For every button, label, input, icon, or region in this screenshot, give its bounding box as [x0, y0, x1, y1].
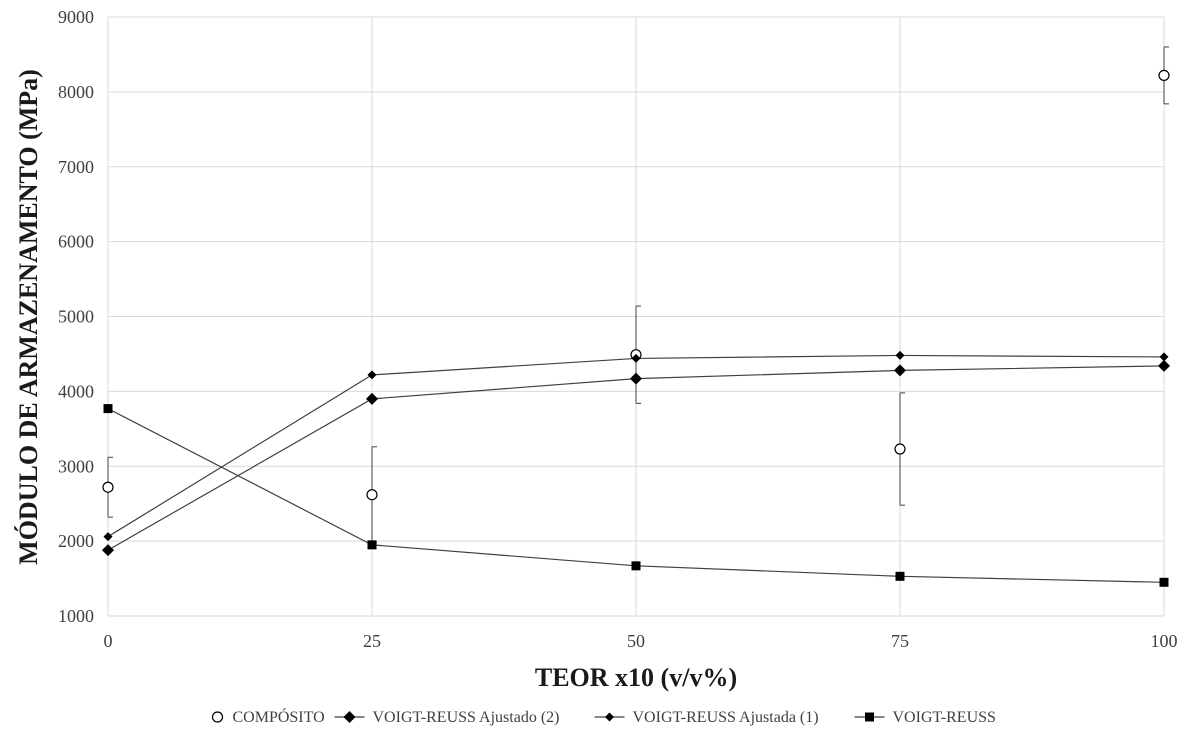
y-tick-label: 3000 [58, 456, 94, 476]
legend-label: VOIGT-REUSS Ajustado (2) [373, 709, 560, 726]
data-point [1158, 359, 1170, 372]
legend-item-3: VOIGT-REUSS [854, 709, 996, 726]
data-point [367, 540, 377, 550]
data-point [894, 364, 906, 377]
y-tick-label: 7000 [58, 157, 94, 177]
x-axis-title: TEOR x10 (v/v%) [535, 663, 737, 692]
data-point [631, 561, 641, 571]
data-point [366, 489, 378, 501]
legend-marker [605, 712, 614, 722]
data-point [366, 392, 378, 405]
series-3 [103, 404, 1169, 587]
series-1 [102, 359, 1170, 557]
data-point [630, 372, 642, 385]
legend-marker [343, 711, 356, 723]
legend: COMPÓSITO VOIGT-REUSS Ajustado (2) VOIGT-R… [211, 707, 996, 726]
legend-label: COMPÓSITO [233, 707, 325, 726]
data-point [102, 481, 114, 493]
data-point [1159, 352, 1169, 362]
legend-item-0: COMPÓSITO [211, 707, 325, 726]
legend-marker [865, 712, 874, 722]
x-tick-label: 50 [627, 631, 645, 651]
data-point [103, 532, 113, 542]
y-tick-label: 5000 [58, 307, 94, 327]
y-tick-label: 1000 [58, 606, 94, 626]
legend-label: VOIGT-REUSS Ajustada (1) [633, 709, 819, 726]
legend-label: VOIGT-REUSS [893, 709, 996, 726]
legend-item-1: VOIGT-REUSS Ajustado (2) [334, 709, 560, 726]
data-point [103, 404, 113, 414]
x-tick-label: 75 [891, 631, 909, 651]
y-tick-label: 2000 [58, 531, 94, 551]
data-point [895, 350, 905, 360]
data-point [367, 370, 377, 380]
data-point [1158, 69, 1170, 82]
y-axis-title: MÓDULO DE ARMAZENAMENTO (MPa) [14, 69, 43, 565]
series-layer [102, 46, 1170, 587]
data-point [895, 571, 905, 581]
data-point [631, 353, 641, 363]
tick-layer: 1000 2000 3000 4000 5000 6000 7000 8000 9000 0 25 5… [58, 7, 1178, 651]
y-tick-label: 4000 [58, 381, 94, 401]
x-tick-label: 0 [104, 631, 113, 651]
data-point [1159, 577, 1169, 587]
y-tick-label: 9000 [58, 7, 94, 27]
legend-item-2: VOIGT-REUSS Ajustada (1) [594, 709, 819, 726]
x-tick-label: 100 [1151, 631, 1178, 651]
series-2 [103, 350, 1169, 542]
x-tick-label: 25 [363, 631, 381, 651]
data-point [102, 544, 114, 557]
y-tick-label: 8000 [58, 82, 94, 102]
y-tick-label: 6000 [58, 232, 94, 252]
data-point [894, 443, 906, 455]
legend-marker [211, 711, 224, 723]
